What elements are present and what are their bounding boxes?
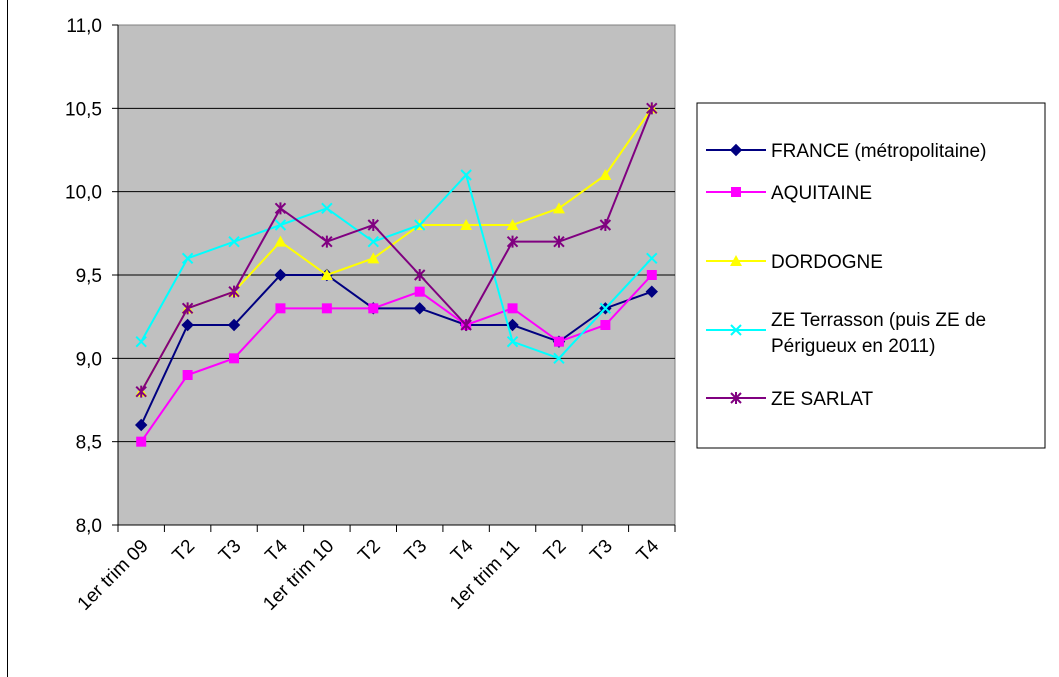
legend-entry: ZE Terrasson (puis ZE de Périgueux en 201… <box>706 310 986 357</box>
legend-entry: DORDOGNE <box>706 252 883 273</box>
data-point <box>274 268 287 282</box>
data-point <box>274 202 287 215</box>
data-point <box>275 303 286 314</box>
legend-label: AQUITAINE <box>771 183 872 204</box>
data-point <box>136 436 147 447</box>
data-point <box>729 143 743 157</box>
series-line <box>140 274 653 443</box>
data-point <box>599 169 612 180</box>
data-point <box>599 219 612 231</box>
data-point <box>321 235 333 248</box>
data-point <box>135 385 147 398</box>
x-tick-label: T3 <box>401 536 432 567</box>
data-point <box>182 370 193 380</box>
legend-box <box>696 102 1046 449</box>
data-point <box>135 418 148 432</box>
y-tick-label: 9,5 <box>76 266 102 287</box>
data-point <box>460 169 472 181</box>
y-tick-label: 8,0 <box>76 516 102 537</box>
legend: FRANCE (métropolitaine) AQUITAINE DORDOGNE… <box>696 102 1046 449</box>
y-tick-label: 11,0 <box>66 16 102 37</box>
legend-label: Périgueux en 2011) <box>771 336 935 357</box>
chart-frame <box>7 0 1059 677</box>
data-point <box>367 252 380 264</box>
data-point <box>730 324 742 336</box>
data-point <box>646 102 658 115</box>
series-line <box>140 173 653 360</box>
data-point <box>413 302 426 315</box>
series-layer <box>135 102 658 447</box>
series-2 <box>136 270 657 447</box>
data-point <box>553 352 565 365</box>
data-point <box>181 252 194 265</box>
data-point <box>414 269 426 281</box>
y-tick-label: 10,0 <box>65 183 102 204</box>
data-point <box>646 252 658 265</box>
data-point <box>321 202 333 215</box>
x-tick-label: T2 <box>540 536 571 567</box>
data-point <box>646 270 657 280</box>
data-point <box>506 318 519 332</box>
data-point <box>181 302 194 315</box>
data-point <box>553 336 564 347</box>
data-point <box>552 202 565 214</box>
legend-label: ZE SARLAT <box>771 389 873 410</box>
data-point <box>553 235 565 248</box>
data-point <box>414 286 425 297</box>
data-point <box>135 335 147 348</box>
x-tick-label: T3 <box>586 536 617 567</box>
data-point <box>227 318 241 332</box>
legend-label: FRANCE (métropolitaine) <box>771 141 986 162</box>
data-point <box>460 319 472 331</box>
data-point <box>321 303 332 314</box>
legend-label: ZE Terrasson (puis ZE de <box>771 310 986 331</box>
data-point <box>599 302 612 315</box>
series-line <box>140 274 653 426</box>
data-point <box>645 285 658 298</box>
y-axis-ticks: 8,0 8,5 9,0 9,5 10,0 10,5 11,0 <box>65 16 118 537</box>
series-line <box>140 107 653 393</box>
data-point <box>228 235 240 248</box>
data-point <box>730 392 742 404</box>
data-point <box>731 187 741 197</box>
data-point <box>506 219 519 230</box>
data-point <box>228 285 240 298</box>
data-point <box>367 235 379 248</box>
x-tick-label: T4 <box>447 535 478 566</box>
y-tick-label: 9,0 <box>76 349 102 370</box>
series-4 <box>135 169 658 365</box>
data-point <box>181 318 194 332</box>
legend-entry: FRANCE (métropolitaine) <box>706 141 986 162</box>
x-tick-label: T2 <box>354 536 385 567</box>
data-point <box>507 303 518 314</box>
data-point <box>320 269 333 280</box>
data-point <box>600 320 611 330</box>
x-tick-label: T4 <box>633 535 664 566</box>
legend-label: DORDOGNE <box>771 252 883 273</box>
data-point <box>506 335 519 348</box>
x-tick-label: T3 <box>215 536 246 567</box>
legend-entry: AQUITAINE <box>706 183 872 204</box>
data-point <box>460 219 473 230</box>
x-tick-label: 1er trim 09 <box>74 536 153 615</box>
x-tick-label: T2 <box>169 536 200 567</box>
data-point <box>368 303 379 314</box>
data-point <box>506 235 519 248</box>
data-point <box>274 219 287 231</box>
data-point <box>229 353 240 364</box>
legend-entry: ZE SARLAT <box>706 389 873 410</box>
data-point <box>730 255 742 266</box>
data-point <box>367 219 379 231</box>
series-5 <box>135 102 658 398</box>
y-tick-label: 10,5 <box>65 99 102 120</box>
x-tick-label: T4 <box>261 535 292 566</box>
data-point <box>274 235 287 247</box>
data-point <box>414 219 426 231</box>
y-tick-label: 8,5 <box>76 433 102 454</box>
